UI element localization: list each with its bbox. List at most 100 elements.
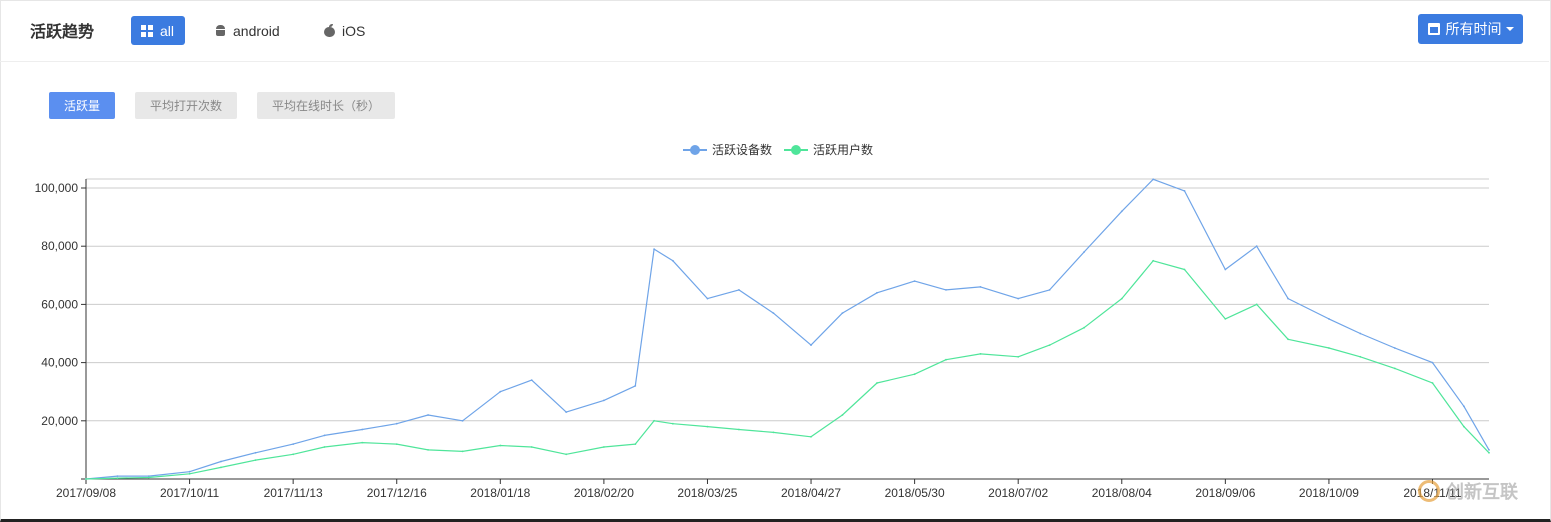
data-point-users (603, 446, 605, 448)
data-point-devices (841, 312, 844, 314)
data-point-devices (810, 344, 812, 346)
data-point-devices (913, 280, 916, 282)
chart-legend: 活跃设备数 活跃用户数 (683, 141, 885, 158)
data-point-devices (1017, 297, 1020, 300)
legend-marker-users (784, 144, 809, 156)
data-point-users (1083, 326, 1085, 329)
x-tick-label: 2018/02/20 (574, 486, 634, 500)
x-tick-label: 2017/11/13 (264, 486, 323, 500)
x-tick-label: 2017/10/11 (160, 486, 219, 500)
data-point-devices (1488, 449, 1490, 451)
grid-icon (141, 24, 153, 37)
x-tick-label: 2018/09/06 (1195, 486, 1255, 500)
tab-ios[interactable]: iOS (324, 16, 365, 45)
tab-all[interactable]: all (131, 16, 185, 45)
data-point-users (810, 435, 812, 438)
data-point-devices (1393, 347, 1396, 349)
data-point-users (1488, 451, 1490, 454)
x-tick-label: 2017/09/08 (56, 486, 116, 500)
data-point-devices (461, 419, 464, 422)
data-point-users (323, 446, 326, 448)
data-point-users (634, 443, 637, 445)
data-point-users (147, 476, 150, 479)
data-point-devices (1183, 190, 1186, 192)
legend-label-users: 活跃用户数 (813, 143, 874, 157)
data-point-users (1048, 344, 1051, 346)
data-point-users (738, 428, 740, 431)
data-point-users (1393, 367, 1396, 370)
data-point-devices (395, 422, 398, 425)
data-point-devices (220, 460, 222, 463)
data-point-users (1120, 297, 1123, 300)
data-point-devices (706, 297, 709, 300)
data-point-devices (945, 289, 947, 291)
data-point-devices (361, 428, 364, 431)
watermark-logo-icon (1418, 480, 1440, 502)
x-tick-label: 2018/05/30 (885, 486, 945, 500)
calendar-icon (1427, 23, 1440, 35)
data-point-devices (1120, 210, 1123, 213)
data-point-users (1224, 318, 1227, 320)
data-point-users (979, 353, 982, 355)
y-tick-label: 40,000 (41, 356, 78, 370)
data-point-users (876, 382, 878, 384)
data-point-users (499, 444, 502, 447)
data-point-users (913, 373, 916, 376)
y-tick-label: 20,000 (41, 414, 78, 428)
data-point-devices (1287, 297, 1289, 300)
data-point-devices (876, 291, 878, 294)
data-point-devices (1463, 405, 1465, 408)
data-point-users (1183, 268, 1186, 271)
data-point-devices (634, 385, 637, 387)
data-point-users (841, 414, 844, 416)
data-point-users (1287, 338, 1289, 341)
data-point-users (1328, 347, 1330, 349)
legend-item-devices[interactable]: 活跃设备数 (683, 141, 772, 158)
data-point-users (220, 466, 222, 469)
data-point-devices (1152, 178, 1155, 181)
panel-title: 活跃趋势 (30, 24, 95, 41)
time-range-label: 所有时间 (1445, 21, 1502, 37)
data-point-users (85, 478, 87, 480)
x-tick-label: 2018/08/04 (1092, 486, 1152, 500)
data-point-users (1017, 355, 1020, 358)
x-tick-label: 2018/04/27 (781, 486, 841, 500)
data-point-users (565, 453, 568, 456)
data-point-devices (530, 379, 533, 381)
x-tick-label: 2017/12/16 (367, 486, 427, 500)
watermark: 创新互联 (1418, 478, 1518, 504)
tab-all-label: all (160, 22, 175, 39)
data-point-users (1255, 303, 1258, 306)
legend-item-users[interactable]: 活跃用户数 (784, 141, 873, 158)
x-tick-label: 2018/03/25 (677, 486, 737, 500)
data-point-devices (1431, 361, 1434, 364)
data-point-users (1463, 425, 1465, 428)
legend-marker-devices (683, 144, 707, 156)
data-point-devices (323, 434, 326, 437)
data-point-devices (116, 475, 119, 477)
time-range-dropdown[interactable]: 所有时间 (1418, 14, 1523, 44)
data-point-users (706, 425, 709, 428)
x-tick-label: 2018/07/02 (988, 486, 1048, 500)
data-point-users (772, 431, 775, 434)
data-point-users (188, 472, 191, 475)
metric-tab-avg-opens[interactable]: 平均打开次数 (135, 92, 237, 119)
y-tick-label: 100,000 (35, 181, 79, 195)
data-point-users (292, 453, 295, 456)
data-point-devices (772, 312, 775, 314)
tab-android[interactable]: android (215, 16, 280, 45)
data-point-users (427, 449, 429, 451)
data-point-users (1359, 355, 1362, 358)
data-point-devices (979, 286, 982, 288)
data-point-devices (672, 259, 674, 262)
metric-tab-avg-duration[interactable]: 平均在线时长（秒） (257, 92, 395, 119)
series-line-users (85, 260, 1490, 480)
x-tick-label: 2018/01/18 (470, 486, 530, 500)
tab-ios-label: iOS (342, 22, 366, 39)
data-point-devices (1048, 289, 1051, 291)
data-point-devices (738, 289, 740, 291)
data-point-devices (147, 475, 150, 477)
metric-tab-active-count[interactable]: 活跃量 (49, 92, 115, 119)
data-point-users (116, 477, 119, 479)
